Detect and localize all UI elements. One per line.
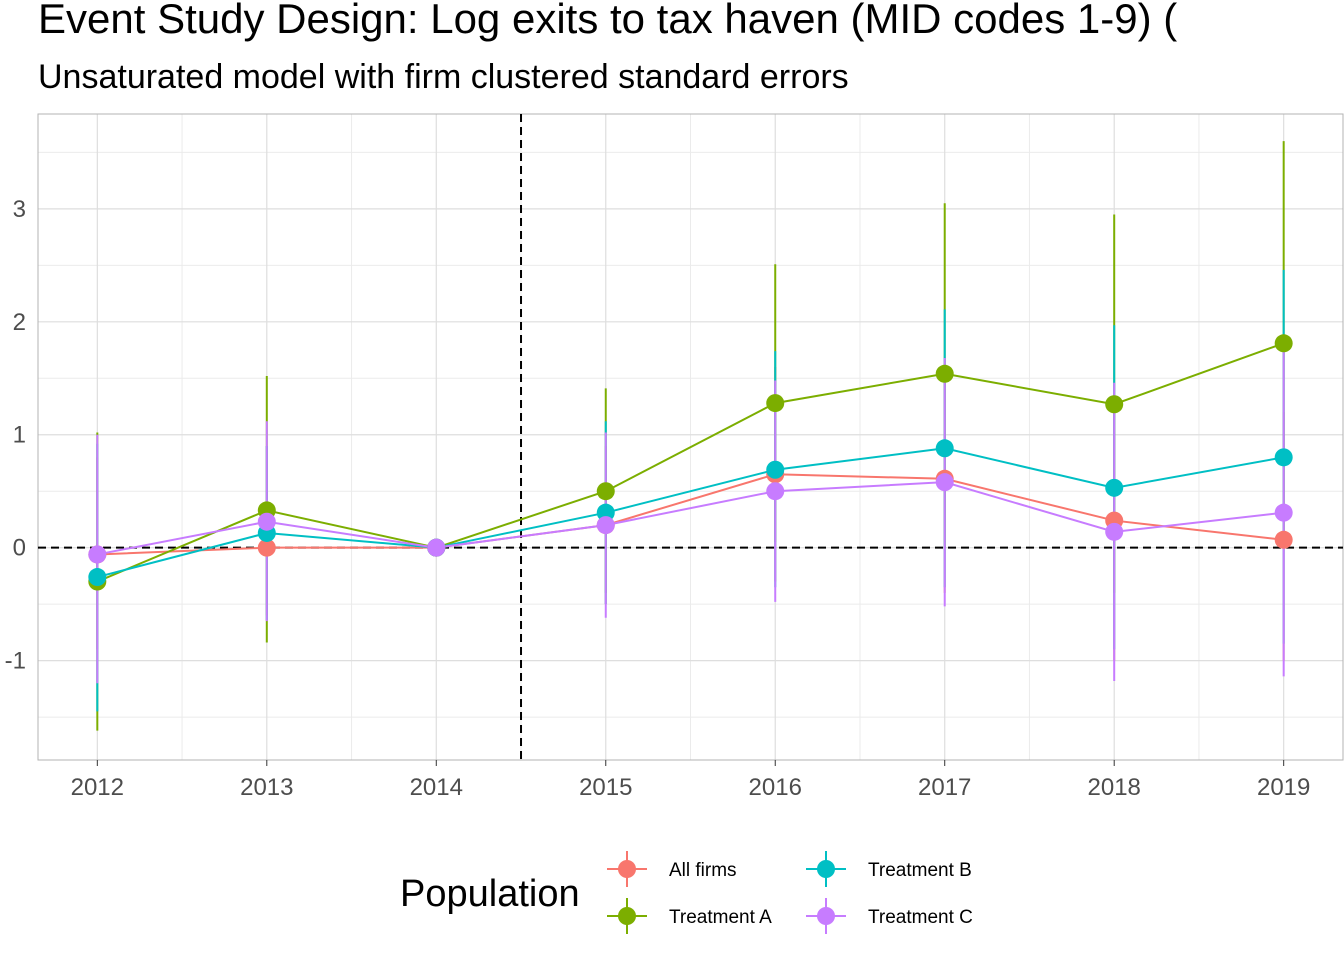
treatment-b-legend-label: Treatment B bbox=[868, 860, 972, 881]
series-points bbox=[88, 334, 1293, 591]
x-tick-label: 2018 bbox=[1088, 774, 1141, 801]
treatment-c-point bbox=[257, 512, 276, 531]
legend-title: Population bbox=[400, 873, 580, 915]
treatment-a-point bbox=[1105, 395, 1124, 414]
treatment-a-point bbox=[596, 482, 615, 501]
all-firms-legend-point bbox=[618, 860, 636, 878]
treatment-c-point bbox=[1105, 522, 1124, 541]
series-lines bbox=[96, 342, 1285, 583]
treatment-c-point bbox=[935, 473, 954, 492]
treatment-c-point bbox=[1274, 503, 1293, 522]
treatment-a-point bbox=[935, 364, 954, 383]
treatment-c-line bbox=[97, 481, 1284, 556]
panel-border bbox=[37, 113, 1344, 761]
y-tick-label: 3 bbox=[13, 196, 26, 223]
all-firms-legend-label: All firms bbox=[669, 860, 737, 881]
minor-grid bbox=[38, 114, 1343, 760]
y-tick-label: 1 bbox=[13, 422, 26, 449]
treatment-b-line bbox=[97, 447, 1284, 579]
x-tick-label: 2014 bbox=[410, 774, 463, 801]
treatment-b-point bbox=[1105, 478, 1124, 497]
treatment-a-legend-label: Treatment A bbox=[669, 907, 772, 928]
treatment-a-line bbox=[96, 342, 1285, 583]
x-tick-label: 2017 bbox=[918, 774, 971, 801]
treatment-b-point bbox=[935, 439, 954, 458]
treatment-b-point bbox=[1274, 448, 1293, 467]
chart-title: Event Study Design: Log exits to tax hav… bbox=[38, 0, 1178, 42]
treatment-c-point bbox=[88, 545, 107, 564]
reference-lines bbox=[38, 114, 1343, 760]
x-tick-label: 2016 bbox=[749, 774, 802, 801]
treatment-a-legend-point bbox=[618, 907, 636, 925]
treatment-c-point bbox=[766, 482, 785, 501]
treatment-b-point bbox=[596, 503, 615, 522]
x-tick-label: 2019 bbox=[1257, 774, 1310, 801]
all-firms-point bbox=[257, 538, 276, 557]
y-tick-label: 0 bbox=[13, 535, 26, 562]
all-firms-line bbox=[97, 473, 1284, 556]
treatment-c-legend-point bbox=[817, 907, 835, 925]
legend: Population All firms Treatment A Treatment … bbox=[400, 851, 973, 934]
treatment-c-point bbox=[596, 516, 615, 535]
y-tick-label: 2 bbox=[13, 309, 26, 336]
x-tick-label: 2012 bbox=[71, 774, 124, 801]
chart-subtitle: Unsaturated model with firm clustered st… bbox=[38, 58, 849, 96]
treatment-b-point bbox=[88, 568, 107, 587]
all-firms-point bbox=[1274, 530, 1293, 549]
x-tick-label: 2015 bbox=[579, 774, 632, 801]
y-axis: -1 0 1 2 3 bbox=[5, 196, 26, 675]
treatment-b-legend-point bbox=[817, 860, 835, 878]
treatment-a-point bbox=[1274, 334, 1293, 353]
x-axis: 2012 2013 2014 2015 2016 2017 2018 2019 bbox=[71, 760, 1310, 801]
treatment-a-point bbox=[766, 394, 785, 413]
x-tick-label: 2013 bbox=[240, 774, 293, 801]
y-tick-label: -1 bbox=[5, 648, 26, 675]
treatment-c-legend-label: Treatment C bbox=[868, 907, 973, 928]
treatment-b-point bbox=[766, 460, 785, 479]
treatment-c-point bbox=[427, 538, 446, 557]
